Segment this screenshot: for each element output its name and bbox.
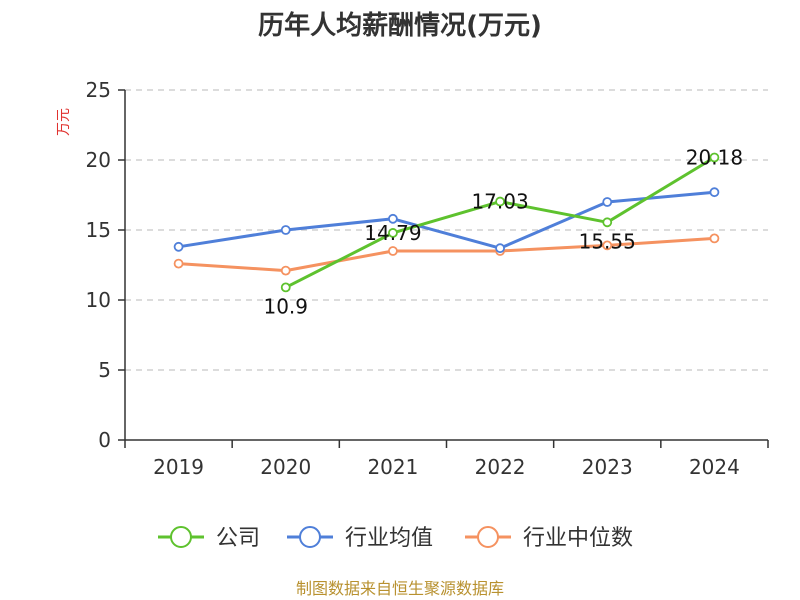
data-point [388,228,398,238]
series-1 [173,187,720,254]
legend-item-1: 行业均值 [287,526,433,551]
y-tick-label: 25 [86,78,111,102]
legend-label: 公司 [216,526,260,551]
data-label: 14.79 [364,221,421,245]
series-2 [173,233,720,276]
data-point [495,243,505,254]
data-label: 15.55 [579,229,636,253]
data-point [173,241,184,252]
data-point [280,225,291,235]
x-tick-label: 2020 [260,455,311,479]
chart-title: 历年人均薪酬情况(万元) [258,10,542,41]
y-tick-label: 5 [98,358,111,382]
y-tick-label: 10 [86,288,111,312]
y-tick-label: 20 [86,148,111,172]
data-point [602,197,613,207]
legend-marker [299,526,321,548]
axes: 0 5 10 15 20 25 2019 2020 2021 2022 2023 2024 [86,78,769,479]
source-note: 制图数据来自恒生聚源数据库 [296,579,504,598]
data-point [495,196,505,207]
data-labels: 10.9 14.79 17.03 15.55 20.18 [263,145,743,318]
x-tick-label: 2022 [475,455,526,479]
data-point [280,282,291,293]
data-point [709,152,720,163]
y-axis-label: 万元 [56,108,72,136]
data-point [173,258,184,269]
legend: 公司 行业均值 行业中位数 [158,526,633,551]
data-point [602,240,613,251]
x-tick-label: 2019 [153,455,204,479]
legend-item-0: 公司 [158,526,260,551]
legend-label: 行业中位数 [523,526,633,551]
series-lines [173,152,720,293]
grid-lines [125,89,768,371]
x-tick-label: 2021 [367,455,418,479]
series-0 [280,152,720,293]
series-line [178,190,715,250]
data-label: 10.9 [263,294,308,318]
y-tick-label: 15 [86,218,111,242]
data-point [388,246,398,256]
data-point [709,233,720,244]
x-tick-label: 2024 [689,455,740,479]
legend-marker [477,526,499,548]
data-point [280,265,291,276]
legend-label: 行业均值 [345,526,433,551]
data-point [709,187,720,198]
x-tick-label: 2023 [582,455,633,479]
series-line [178,236,715,273]
data-label: 17.03 [471,190,528,214]
data-label: 20.18 [686,145,743,169]
data-point [388,213,398,224]
legend-item-2: 行业中位数 [465,526,633,551]
data-point [602,217,613,228]
y-tick-label: 0 [98,428,111,452]
legend-marker [170,526,192,548]
